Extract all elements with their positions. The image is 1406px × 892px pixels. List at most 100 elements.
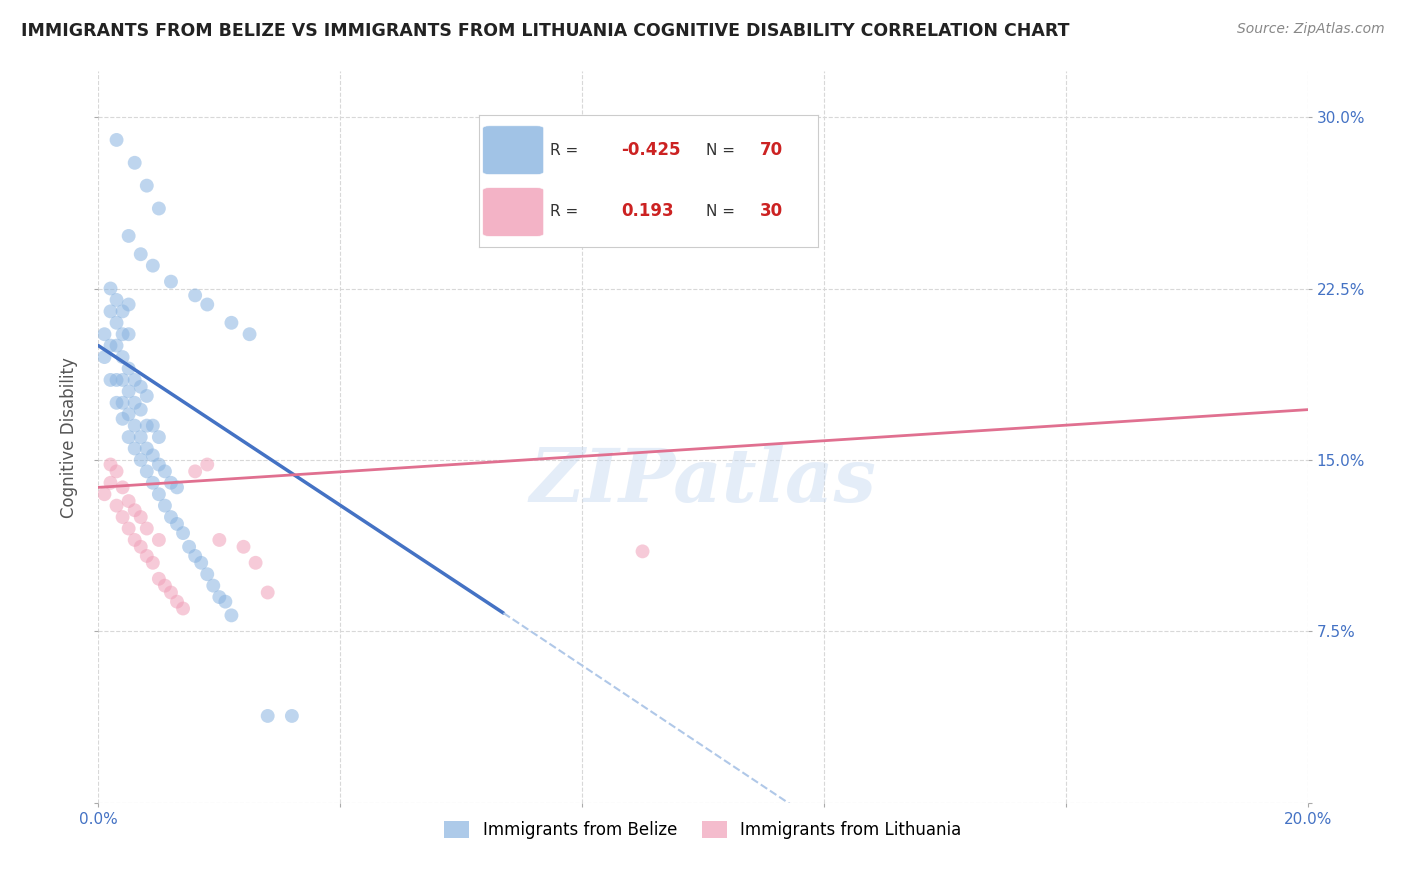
Text: ZIPatlas: ZIPatlas <box>530 445 876 517</box>
Point <box>93 327 115 342</box>
Point <box>184 288 207 302</box>
Point <box>111 350 134 364</box>
Point <box>118 407 141 421</box>
Point <box>135 418 157 433</box>
Point <box>124 442 146 456</box>
Point <box>195 458 218 472</box>
Point <box>124 396 146 410</box>
Point <box>111 327 134 342</box>
Point <box>118 384 141 399</box>
Point <box>93 487 115 501</box>
Point <box>160 585 183 599</box>
Point <box>221 608 243 623</box>
Point <box>100 281 122 295</box>
Point <box>148 458 170 472</box>
Point <box>142 418 165 433</box>
Point <box>105 293 128 307</box>
Point <box>239 327 262 342</box>
Point <box>783 224 806 238</box>
Point <box>129 380 152 394</box>
Point <box>190 556 212 570</box>
Point <box>135 178 157 193</box>
Point <box>105 133 128 147</box>
Point <box>100 373 122 387</box>
Point <box>124 418 146 433</box>
Point <box>148 572 170 586</box>
Point <box>100 338 122 352</box>
Point <box>195 297 218 311</box>
Point <box>129 402 152 417</box>
Point <box>118 494 141 508</box>
Point <box>135 549 157 563</box>
Point <box>179 540 201 554</box>
Point <box>124 503 146 517</box>
Y-axis label: Cognitive Disability: Cognitive Disability <box>60 357 79 517</box>
Point <box>142 475 165 490</box>
Point <box>153 499 176 513</box>
Point <box>105 499 128 513</box>
Point <box>129 540 152 554</box>
Point <box>135 389 157 403</box>
Point <box>118 361 141 376</box>
Point <box>281 709 304 723</box>
Point <box>93 350 115 364</box>
Point <box>118 430 141 444</box>
Point <box>142 556 165 570</box>
Point <box>105 373 128 387</box>
Point <box>100 304 122 318</box>
Point <box>111 510 134 524</box>
Point <box>111 304 134 318</box>
Point <box>105 316 128 330</box>
Point <box>129 430 152 444</box>
Point <box>105 396 128 410</box>
Point <box>135 521 157 535</box>
Point <box>111 412 134 426</box>
Point <box>100 458 122 472</box>
Point <box>118 521 141 535</box>
Point <box>118 297 141 311</box>
Point <box>195 567 218 582</box>
Point <box>153 464 176 478</box>
Point <box>214 595 236 609</box>
Point <box>202 579 225 593</box>
Point <box>148 487 170 501</box>
Point <box>129 247 152 261</box>
Point <box>160 275 183 289</box>
Point <box>142 259 165 273</box>
Point <box>148 202 170 216</box>
Point <box>172 526 194 541</box>
Point <box>111 480 134 494</box>
Point <box>148 533 170 547</box>
Legend: Immigrants from Belize, Immigrants from Lithuania: Immigrants from Belize, Immigrants from … <box>437 814 969 846</box>
Point <box>111 373 134 387</box>
Point <box>135 442 157 456</box>
Point <box>118 327 141 342</box>
Point <box>184 464 207 478</box>
Point <box>166 480 188 494</box>
Point <box>105 464 128 478</box>
Point <box>245 556 267 570</box>
Point <box>160 510 183 524</box>
Point <box>142 449 165 463</box>
Point <box>166 595 188 609</box>
Point <box>232 540 254 554</box>
Text: Source: ZipAtlas.com: Source: ZipAtlas.com <box>1237 22 1385 37</box>
Point <box>256 709 278 723</box>
Point <box>208 533 231 547</box>
Point <box>256 585 278 599</box>
Text: IMMIGRANTS FROM BELIZE VS IMMIGRANTS FROM LITHUANIA COGNITIVE DISABILITY CORRELA: IMMIGRANTS FROM BELIZE VS IMMIGRANTS FRO… <box>21 22 1070 40</box>
Point <box>129 453 152 467</box>
Point <box>124 155 146 169</box>
Point <box>166 516 188 531</box>
Point <box>111 396 134 410</box>
Point <box>129 510 152 524</box>
Point <box>631 544 654 558</box>
Point <box>105 338 128 352</box>
Point <box>118 229 141 244</box>
Point <box>221 316 243 330</box>
Point <box>124 373 146 387</box>
Point <box>135 464 157 478</box>
Point <box>100 475 122 490</box>
Point <box>124 533 146 547</box>
Point <box>153 579 176 593</box>
